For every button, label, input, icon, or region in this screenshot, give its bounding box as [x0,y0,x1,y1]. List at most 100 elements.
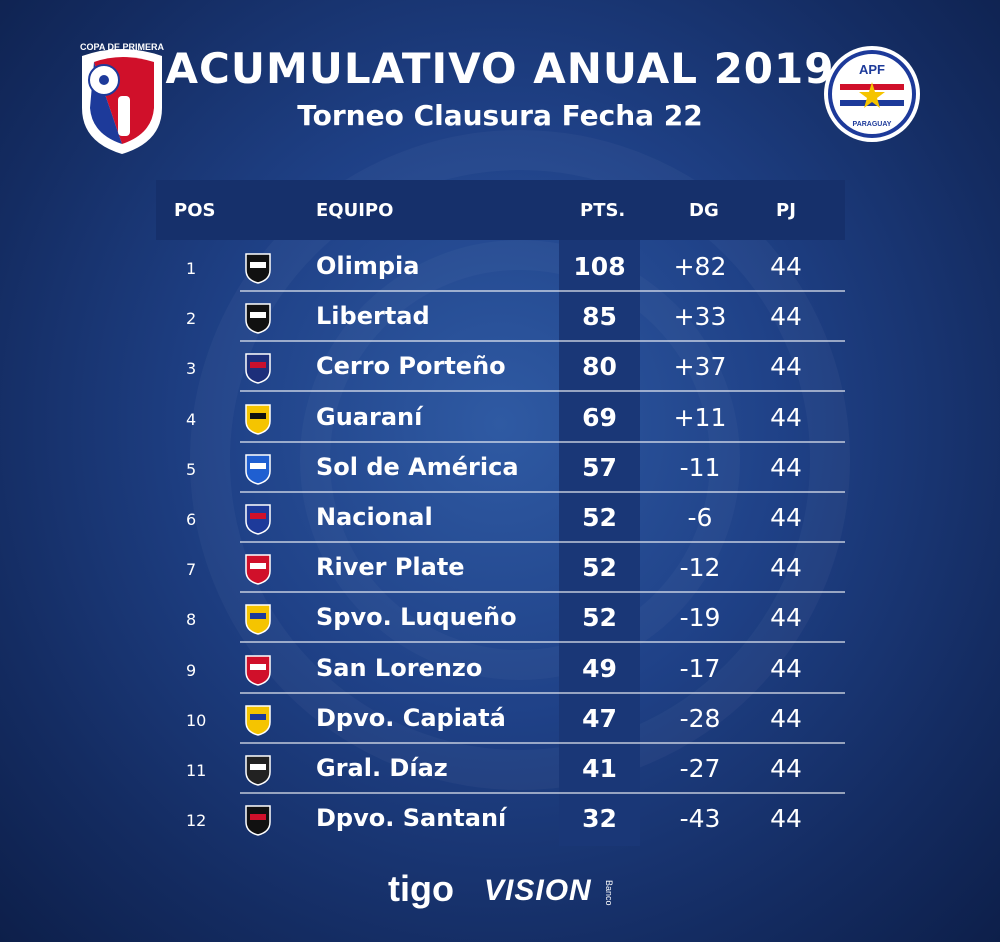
row-points: 108 [573,252,626,281]
row-team-name: Nacional [316,503,433,531]
row-goal-difference: -12 [679,553,721,583]
general-diaz-crest [245,755,271,786]
row-team-name: San Lorenzo [316,653,483,682]
san-lorenzo-crest [245,654,271,686]
row-position: 3 [186,359,197,379]
row-position: 6 [186,510,197,529]
row-games-played: 44 [770,603,802,633]
row-team-name: Gral. Díaz [316,754,448,782]
row-position: 1 [186,259,197,278]
row-team-name: Cerro Porteño [316,352,506,381]
table-row: 11 Gral. Díaz 41 -27 44 [156,744,845,794]
table-header: POS EQUIPO PTS. DG PJ [156,180,845,240]
copa-logo-text: COPA DE PRIMERA [80,42,165,52]
row-team-name: Olimpia [316,252,420,280]
libertad-crest [245,303,271,334]
vision-banco-text: Banco [604,880,614,906]
row-team-name: River Plate [316,553,465,582]
row-points: 52 [582,603,617,633]
row-points: 32 [582,804,617,834]
apf-logo-subtext: PARAGUAY [853,121,892,128]
row-goal-difference: -11 [679,452,721,482]
row-goal-difference: +37 [673,352,727,382]
row-divider [240,641,845,644]
row-divider [240,691,845,694]
column-header-pts: PTS. [580,200,626,221]
row-position: 11 [186,761,207,780]
table-row: 3 Cerro Porteño 80 +37 44 [156,342,845,393]
row-games-played: 44 [770,703,802,733]
row-goal-difference: -27 [679,754,721,783]
table-row: 4 Guaraní 69 +11 44 [156,393,845,443]
row-position: 4 [186,409,197,429]
row-team-name: Guaraní [316,402,423,431]
row-games-played: 44 [770,503,802,532]
row-games-played: 44 [770,754,802,783]
row-goal-difference: +33 [673,302,727,332]
table-row: 9 San Lorenzo 49 -17 44 [156,644,845,694]
row-games-played: 44 [770,402,802,432]
row-points: 49 [582,653,617,683]
column-header-dg: DG [689,200,719,221]
row-divider [240,390,845,393]
apf-logo-text: APF [859,62,885,77]
capiata-crest [245,705,271,736]
row-position: 10 [186,710,207,730]
row-position: 9 [186,660,197,680]
column-header-pj: PJ [776,200,796,221]
page-subtitle: Torneo Clausura Fecha 22 [297,99,703,132]
row-divider [240,490,845,493]
table-row: 2 Libertad 85 +33 44 [156,292,845,343]
row-divider [240,290,845,292]
row-games-played: 44 [770,653,802,683]
river-plate-crest [245,554,271,585]
apf-logo: APF PARAGUAY [824,46,920,142]
row-team-name: Dpvo. Santaní [316,804,507,833]
copa-de-primera-logo: COPA DE PRIMERA [80,42,165,154]
row-position: 12 [186,811,207,831]
row-position: 8 [186,610,197,630]
row-team-name: Dpvo. Capiatá [316,703,506,732]
row-games-played: 44 [770,352,802,382]
row-goal-difference: -28 [679,703,721,733]
row-position: 7 [186,560,197,580]
row-games-played: 44 [770,302,802,332]
row-divider [240,541,845,543]
table-row: 10 Dpvo. Capiatá 47 -28 44 [156,694,845,744]
nacional-crest [245,504,271,535]
column-header-team: EQUIPO [316,200,394,221]
row-divider [240,440,845,443]
row-points: 80 [582,352,617,382]
row-points: 85 [582,302,617,332]
row-points: 47 [582,703,617,733]
column-header-pos: POS [174,200,216,221]
olimpia-crest [245,253,271,284]
luqueno-crest [245,604,271,636]
row-team-name: Libertad [316,302,430,331]
row-position: 2 [186,309,197,329]
row-points: 69 [582,402,617,432]
row-games-played: 44 [770,804,802,834]
row-games-played: 44 [770,252,802,281]
table-row: 7 River Plate 52 -12 44 [156,543,845,594]
sol-de-america-crest [245,454,271,485]
row-points: 41 [582,754,617,783]
row-position: 5 [186,459,197,479]
row-points: 52 [582,503,617,532]
table-row: 1 Olimpia 108 +82 44 [156,242,845,292]
row-goal-difference: +11 [673,402,727,432]
row-points: 57 [582,452,617,482]
row-team-name: Sol de América [316,452,519,481]
row-goal-difference: -6 [687,503,713,532]
row-goal-difference: +82 [673,252,727,281]
cerro-porteno-crest [245,353,271,385]
row-divider [240,741,845,744]
table-row: 6 Nacional 52 -6 44 [156,493,845,543]
row-goal-difference: -17 [679,653,721,683]
row-games-played: 44 [770,452,802,482]
vision-logo: VISION [484,874,592,907]
guarani-crest [245,403,271,435]
row-points: 52 [582,553,617,583]
row-divider [240,591,845,594]
row-team-name: Spvo. Luqueño [316,603,517,632]
